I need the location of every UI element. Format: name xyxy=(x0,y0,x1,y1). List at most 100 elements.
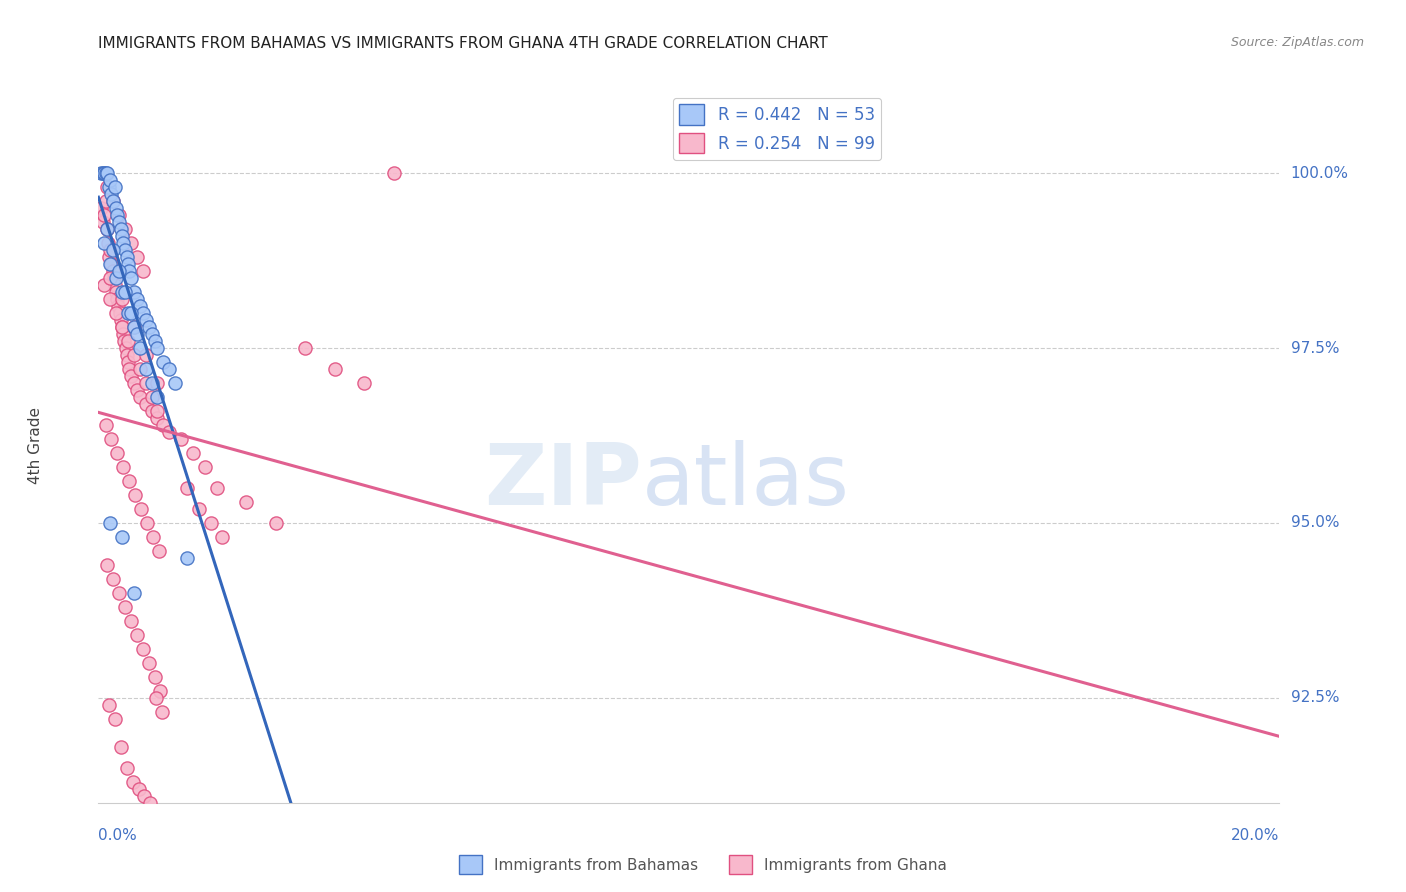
Point xyxy=(125,292,148,306)
Text: 95.0%: 95.0% xyxy=(1291,516,1339,531)
Point xyxy=(135,397,157,411)
Point xyxy=(135,348,157,362)
Point xyxy=(105,285,128,299)
Point xyxy=(104,278,127,293)
Point xyxy=(152,417,174,432)
Point xyxy=(117,355,139,369)
Point xyxy=(146,411,169,425)
Point xyxy=(176,481,198,495)
Point xyxy=(101,264,124,278)
Point xyxy=(97,236,120,251)
Point xyxy=(98,698,121,712)
Point xyxy=(145,690,167,705)
Text: 20.0%: 20.0% xyxy=(1232,828,1279,843)
Point xyxy=(294,341,316,355)
Point xyxy=(114,285,136,299)
Point xyxy=(125,327,148,342)
Point xyxy=(323,362,346,376)
Point xyxy=(118,474,141,488)
Point xyxy=(187,502,209,516)
Point xyxy=(120,369,142,384)
Point xyxy=(141,327,163,342)
Point xyxy=(110,739,132,754)
Point xyxy=(122,285,145,299)
Point xyxy=(132,306,155,320)
Text: 4th Grade: 4th Grade xyxy=(28,408,44,484)
Point xyxy=(122,376,145,390)
Point xyxy=(124,488,146,502)
Point xyxy=(93,166,115,180)
Point xyxy=(135,313,157,327)
Point xyxy=(125,628,148,642)
Point xyxy=(120,236,142,251)
Point xyxy=(111,320,134,334)
Point xyxy=(110,313,132,327)
Point xyxy=(264,516,287,530)
Point xyxy=(98,292,121,306)
Point xyxy=(112,334,135,348)
Point xyxy=(132,641,155,656)
Point xyxy=(91,215,114,229)
Point xyxy=(141,404,163,418)
Point xyxy=(138,320,160,334)
Point xyxy=(96,222,118,236)
Point xyxy=(108,306,131,320)
Point xyxy=(118,264,141,278)
Point xyxy=(235,495,257,509)
Point xyxy=(125,250,148,264)
Point xyxy=(135,376,157,390)
Legend: R = 0.442   N = 53, R = 0.254   N = 99: R = 0.442 N = 53, R = 0.254 N = 99 xyxy=(672,97,882,160)
Point xyxy=(114,341,136,355)
Point xyxy=(98,250,121,264)
Text: atlas: atlas xyxy=(641,440,849,524)
Point xyxy=(128,781,150,796)
Text: Source: ZipAtlas.com: Source: ZipAtlas.com xyxy=(1230,36,1364,49)
Point xyxy=(129,502,152,516)
Point xyxy=(382,166,405,180)
Point xyxy=(149,684,172,698)
Point xyxy=(104,712,127,726)
Text: 97.5%: 97.5% xyxy=(1291,341,1339,356)
Point xyxy=(157,425,180,439)
Point xyxy=(108,215,131,229)
Point xyxy=(176,550,198,565)
Point xyxy=(120,614,142,628)
Point xyxy=(138,656,160,670)
Point xyxy=(122,320,145,334)
Point xyxy=(118,362,141,376)
Point xyxy=(90,201,112,215)
Point xyxy=(114,243,136,257)
Point xyxy=(120,271,142,285)
Point xyxy=(122,586,145,600)
Point xyxy=(103,194,125,208)
Point xyxy=(111,285,134,299)
Point xyxy=(128,299,150,313)
Point xyxy=(128,341,150,355)
Point xyxy=(100,187,122,202)
Point xyxy=(194,460,217,475)
Point xyxy=(134,789,156,803)
Point xyxy=(114,222,136,236)
Point xyxy=(98,173,121,187)
Point xyxy=(141,390,163,404)
Point xyxy=(115,761,138,775)
Point xyxy=(110,222,132,236)
Point xyxy=(105,271,128,285)
Point xyxy=(353,376,375,390)
Point xyxy=(157,362,180,376)
Point xyxy=(143,670,166,684)
Point xyxy=(98,257,121,271)
Point xyxy=(146,404,169,418)
Text: 92.5%: 92.5% xyxy=(1291,690,1339,706)
Text: 100.0%: 100.0% xyxy=(1291,166,1348,181)
Point xyxy=(103,243,125,257)
Point xyxy=(111,530,134,544)
Point xyxy=(90,166,112,180)
Point xyxy=(93,278,115,293)
Point xyxy=(120,306,142,320)
Point xyxy=(103,194,125,208)
Point xyxy=(105,292,128,306)
Point xyxy=(94,166,117,180)
Point xyxy=(105,306,128,320)
Point xyxy=(111,229,134,244)
